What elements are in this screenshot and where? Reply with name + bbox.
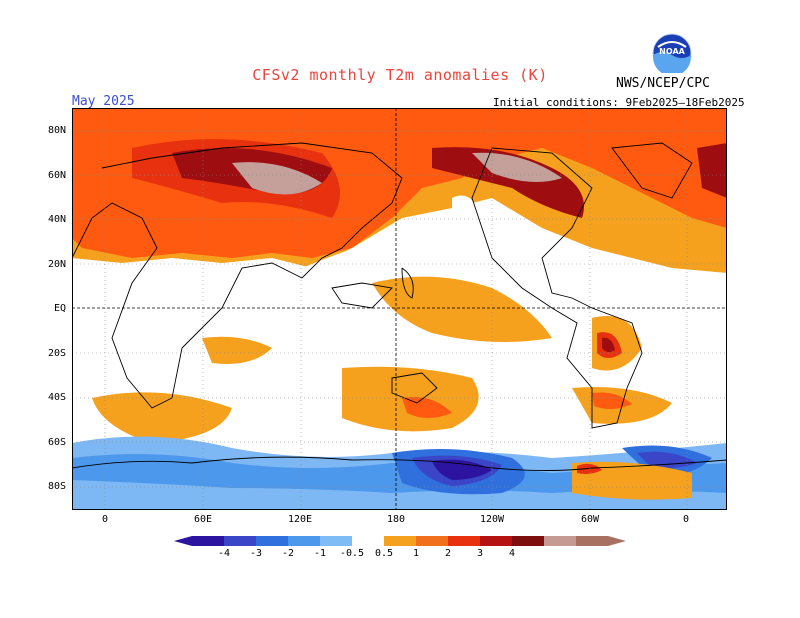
noaa-logo: NOAA [652, 33, 692, 73]
chart-title: CFSv2 monthly T2m anomalies (K) [252, 66, 548, 84]
lon-label: 0 [101, 514, 109, 525]
lat-label: EQ [53, 303, 66, 314]
organization-label: NWS/NCEP/CPC [616, 76, 710, 91]
coastlines [72, 142, 727, 471]
anomaly-map [72, 108, 727, 510]
colorbar-tick-label: -0.5 [339, 548, 365, 559]
equator-dateline [72, 108, 727, 510]
anomaly-fields [72, 108, 727, 510]
colorbar-swatch [192, 536, 224, 546]
colorbar-swatch [224, 536, 256, 546]
lon-label: 60E [193, 514, 213, 525]
colorbar-swatch [512, 536, 544, 546]
initial-conditions: Initial conditions: 9Feb2025–18Feb2025 [493, 96, 745, 109]
colorbar-swatch [288, 536, 320, 546]
lon-label: 180 [386, 514, 406, 525]
lat-label: 80S [47, 481, 66, 492]
colorbar-swatch [384, 536, 416, 546]
lat-label: 20S [47, 348, 66, 359]
lat-label: 60N [47, 170, 66, 181]
colorbar-tick-label: 2 [444, 548, 452, 559]
lat-label: 60S [47, 437, 66, 448]
lon-label: 120W [479, 514, 505, 525]
colorbar-swatch [576, 536, 608, 546]
lat-label: 80N [47, 125, 66, 136]
colorbar-swatch [352, 536, 384, 546]
lat-label: 40N [47, 214, 66, 225]
forecast-period: May 2025 [72, 94, 135, 109]
colorbar-tick-label: 3 [476, 548, 484, 559]
colorbar-tick-label: -4 [217, 548, 231, 559]
colorbar-min-arrow [174, 536, 192, 546]
colorbar-swatch [480, 536, 512, 546]
lon-label: 60W [580, 514, 600, 525]
lon-label: 120E [287, 514, 313, 525]
colorbar-tick-label: -3 [249, 548, 263, 559]
colorbar [174, 536, 626, 546]
colorbar-swatch [448, 536, 480, 546]
lat-label: 20N [47, 259, 66, 270]
colorbar-tick-label: -1 [313, 548, 327, 559]
colorbar-swatch [256, 536, 288, 546]
colorbar-tick-label: 0.5 [374, 548, 394, 559]
map-frame [72, 108, 727, 510]
lon-label: 0 [682, 514, 690, 525]
colorbar-swatch [416, 536, 448, 546]
colorbar-max-arrow [608, 536, 626, 546]
colorbar-swatch [320, 536, 352, 546]
colorbar-tick-label: 1 [412, 548, 420, 559]
lat-label: 40S [47, 392, 66, 403]
svg-text:NOAA: NOAA [659, 47, 685, 56]
colorbar-tick-label: -2 [281, 548, 295, 559]
colorbar-tick-label: 4 [508, 548, 516, 559]
colorbar-swatch [544, 536, 576, 546]
graticule [72, 108, 727, 510]
